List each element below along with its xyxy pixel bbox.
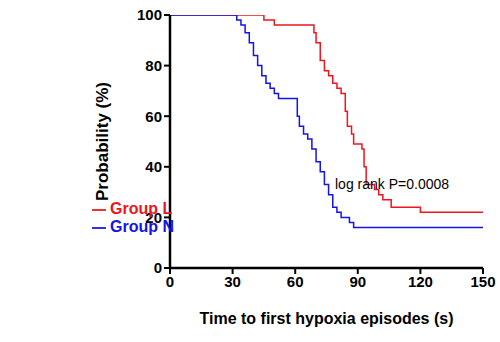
svg-text:20: 20 (145, 209, 162, 226)
svg-text:0: 0 (166, 273, 174, 290)
svg-text:Probability (%): Probability (%) (93, 82, 112, 201)
svg-text:100: 100 (137, 6, 162, 23)
svg-text:60: 60 (145, 108, 162, 125)
svg-text:90: 90 (349, 273, 366, 290)
svg-text:80: 80 (145, 57, 162, 74)
svg-text:40: 40 (145, 158, 162, 175)
svg-text:30: 30 (224, 273, 241, 290)
svg-text:150: 150 (470, 273, 492, 290)
svg-text:Time to first hypoxia episodes: Time to first hypoxia episodes (s) (200, 310, 454, 327)
svg-text:120: 120 (408, 273, 433, 290)
svg-text:60: 60 (287, 273, 304, 290)
svg-text:0: 0 (154, 259, 162, 276)
